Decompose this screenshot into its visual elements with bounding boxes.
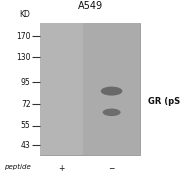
Text: 55: 55 bbox=[21, 121, 31, 130]
Ellipse shape bbox=[103, 109, 121, 116]
Text: +: + bbox=[58, 164, 64, 173]
Text: 95: 95 bbox=[21, 78, 31, 87]
Text: 170: 170 bbox=[16, 32, 31, 41]
Text: A549: A549 bbox=[77, 1, 103, 11]
Bar bbox=[83, 23, 140, 155]
Text: 72: 72 bbox=[21, 100, 31, 109]
Text: 130: 130 bbox=[16, 53, 31, 62]
Ellipse shape bbox=[101, 87, 122, 96]
Text: KD: KD bbox=[20, 10, 31, 19]
Text: 43: 43 bbox=[21, 141, 31, 150]
Text: −: − bbox=[108, 164, 115, 173]
Text: GR (pSer203): GR (pSer203) bbox=[148, 97, 180, 106]
Text: peptide: peptide bbox=[4, 164, 30, 170]
Bar bbox=[40, 23, 140, 155]
Bar bbox=[40, 23, 83, 155]
